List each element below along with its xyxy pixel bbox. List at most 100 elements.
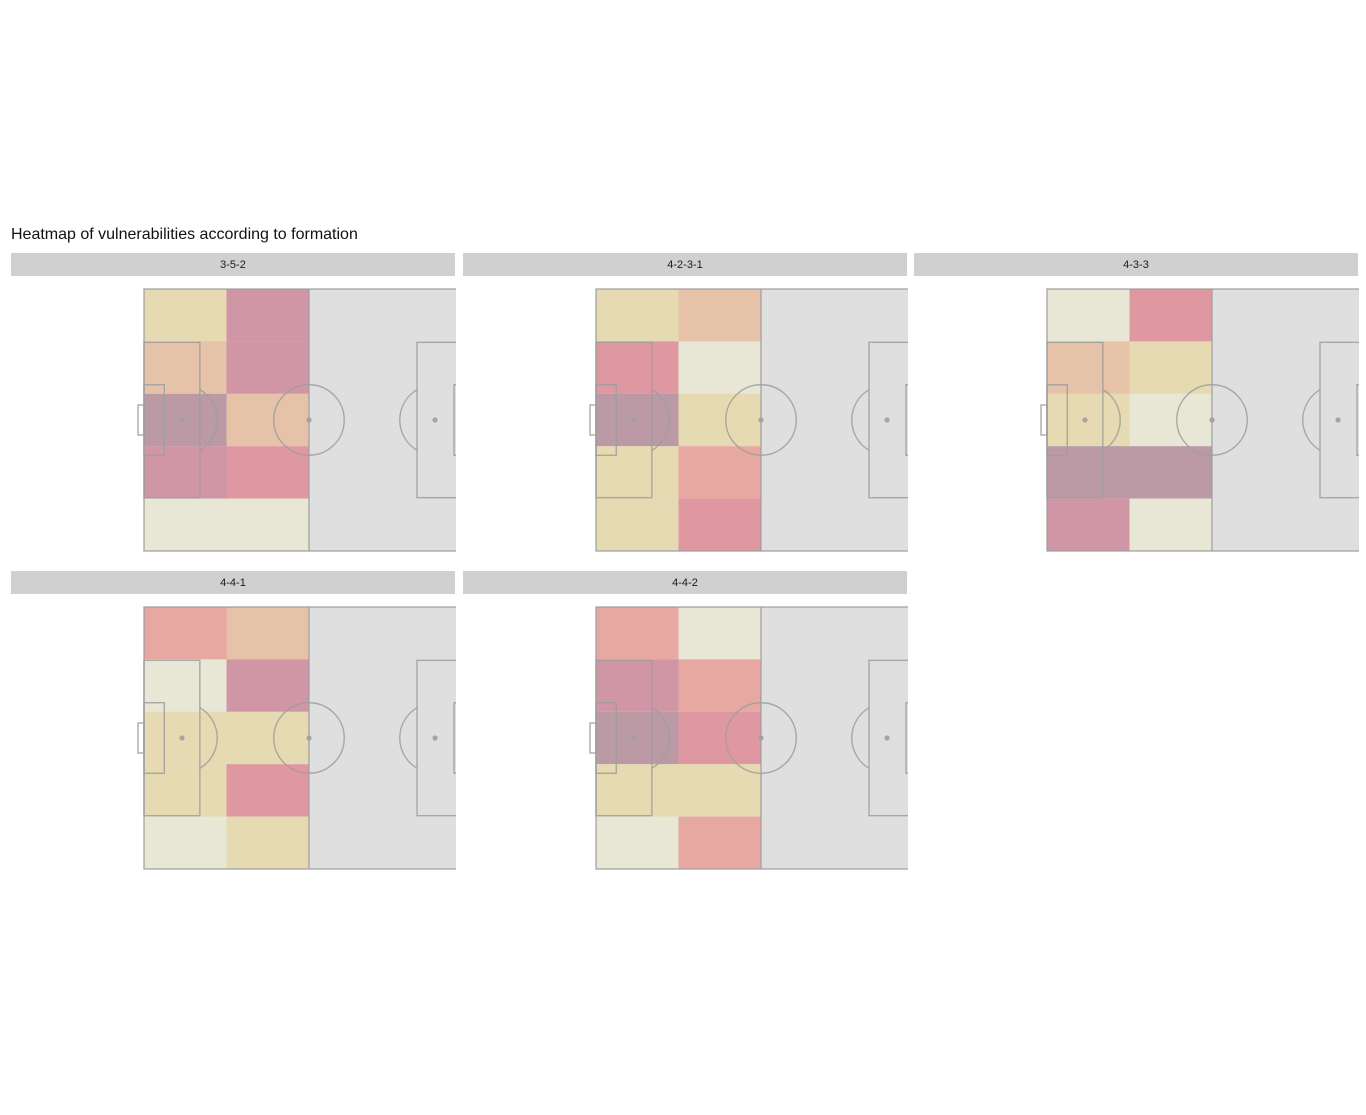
heat-cell (1129, 341, 1212, 394)
chart-title: Heatmap of vulnerabilities according to … (11, 226, 358, 243)
opposite-penalty-box (868, 341, 908, 499)
goal (137, 404, 145, 436)
facet-label: 4-3-3 (1123, 259, 1149, 271)
heat-cell (596, 498, 679, 551)
heat-cell (678, 498, 761, 551)
heat-cell (226, 607, 309, 660)
centre-circle (273, 702, 345, 774)
heat-cell (144, 498, 227, 551)
heat-cell (596, 341, 679, 394)
opposite-penalty-spot (432, 735, 438, 741)
opposite-penalty-box (868, 659, 908, 817)
heat-cell (596, 816, 679, 869)
heat-cell (1047, 341, 1130, 394)
facet-strip-4-3-3: 4-3-3 (914, 253, 1358, 276)
heat-cell (144, 711, 227, 765)
pitch-panel-4-4-1 (137, 606, 456, 870)
pitch-panel-4-3-3 (1040, 288, 1359, 552)
opposite-penalty-spot (884, 735, 890, 741)
heat-cell (1047, 498, 1130, 551)
heat-cell (1047, 289, 1130, 342)
centre-circle (1176, 384, 1248, 456)
heat-cell (596, 711, 679, 765)
heat-cell (1047, 393, 1130, 447)
opposite-six-yard-box (905, 384, 908, 456)
penalty-spot (179, 735, 185, 741)
penalty-spot (631, 735, 637, 741)
pitch-panel-4-2-3-1 (589, 288, 908, 552)
heat-cell (226, 498, 309, 551)
heat-cell (678, 341, 761, 394)
heat-cell (144, 341, 227, 394)
heat-cell (1129, 446, 1212, 499)
centre-spot (306, 735, 312, 741)
facet-strip-4-4-2: 4-4-2 (463, 571, 907, 594)
centre-circle (725, 384, 797, 456)
penalty-arc (1102, 388, 1121, 452)
opposite-penalty-arc (399, 707, 418, 769)
goal (1040, 404, 1048, 436)
opposite-penalty-arc (851, 707, 870, 769)
heat-cell (1129, 498, 1212, 551)
facet-strip-3-5-2: 3-5-2 (11, 253, 455, 276)
penalty-arc (651, 388, 670, 452)
opposite-penalty-spot (1335, 417, 1341, 423)
opposite-six-yard-box (1356, 384, 1359, 456)
goal (589, 722, 597, 754)
opposite-penalty-spot (432, 417, 438, 423)
heat-cell (1129, 393, 1212, 447)
pitch-panel-4-4-2 (589, 606, 908, 870)
heat-cell (226, 289, 309, 342)
opposite-penalty-arc (399, 389, 418, 451)
opposite-penalty-box (416, 341, 456, 499)
heat-cell (678, 764, 761, 817)
heat-cell (226, 393, 309, 447)
heat-cell (596, 764, 679, 817)
heat-cell (678, 393, 761, 447)
heat-cell (226, 659, 309, 712)
opposite-penalty-box (416, 659, 456, 817)
heat-cell (1129, 289, 1212, 342)
heat-cell (596, 446, 679, 499)
centre-spot (758, 417, 764, 423)
penalty-spot (631, 417, 637, 423)
penalty-arc (199, 388, 218, 452)
opposite-penalty-box (1319, 341, 1359, 499)
facet-strip-4-2-3-1: 4-2-3-1 (463, 253, 907, 276)
heat-cell (144, 289, 227, 342)
goal (589, 404, 597, 436)
centre-circle (725, 702, 797, 774)
heat-cell (226, 341, 309, 394)
heat-cell (144, 659, 227, 712)
facet-label: 4-4-1 (220, 577, 246, 589)
penalty-arc (199, 706, 218, 770)
opposite-six-yard-box (453, 702, 456, 774)
opposite-penalty-arc (851, 389, 870, 451)
goal (137, 722, 145, 754)
heat-cell (226, 711, 309, 765)
facet-label: 4-4-2 (672, 577, 698, 589)
pitch-panel-3-5-2 (137, 288, 456, 552)
centre-spot (758, 735, 764, 741)
heat-cell (596, 289, 679, 342)
heat-cell (678, 659, 761, 712)
heat-cell (1047, 446, 1130, 499)
heat-cell (596, 607, 679, 660)
heat-cell (226, 764, 309, 817)
centre-spot (306, 417, 312, 423)
heat-cell (144, 446, 227, 499)
heat-cell (144, 816, 227, 869)
heat-cell (678, 816, 761, 869)
centre-circle (273, 384, 345, 456)
opposite-penalty-spot (884, 417, 890, 423)
heat-cell (678, 446, 761, 499)
penalty-arc (651, 706, 670, 770)
opposite-penalty-arc (1302, 389, 1321, 451)
penalty-spot (179, 417, 185, 423)
opposite-six-yard-box (905, 702, 908, 774)
heat-cell (144, 393, 227, 447)
opposite-six-yard-box (453, 384, 456, 456)
penalty-spot (1082, 417, 1088, 423)
heat-cell (226, 446, 309, 499)
